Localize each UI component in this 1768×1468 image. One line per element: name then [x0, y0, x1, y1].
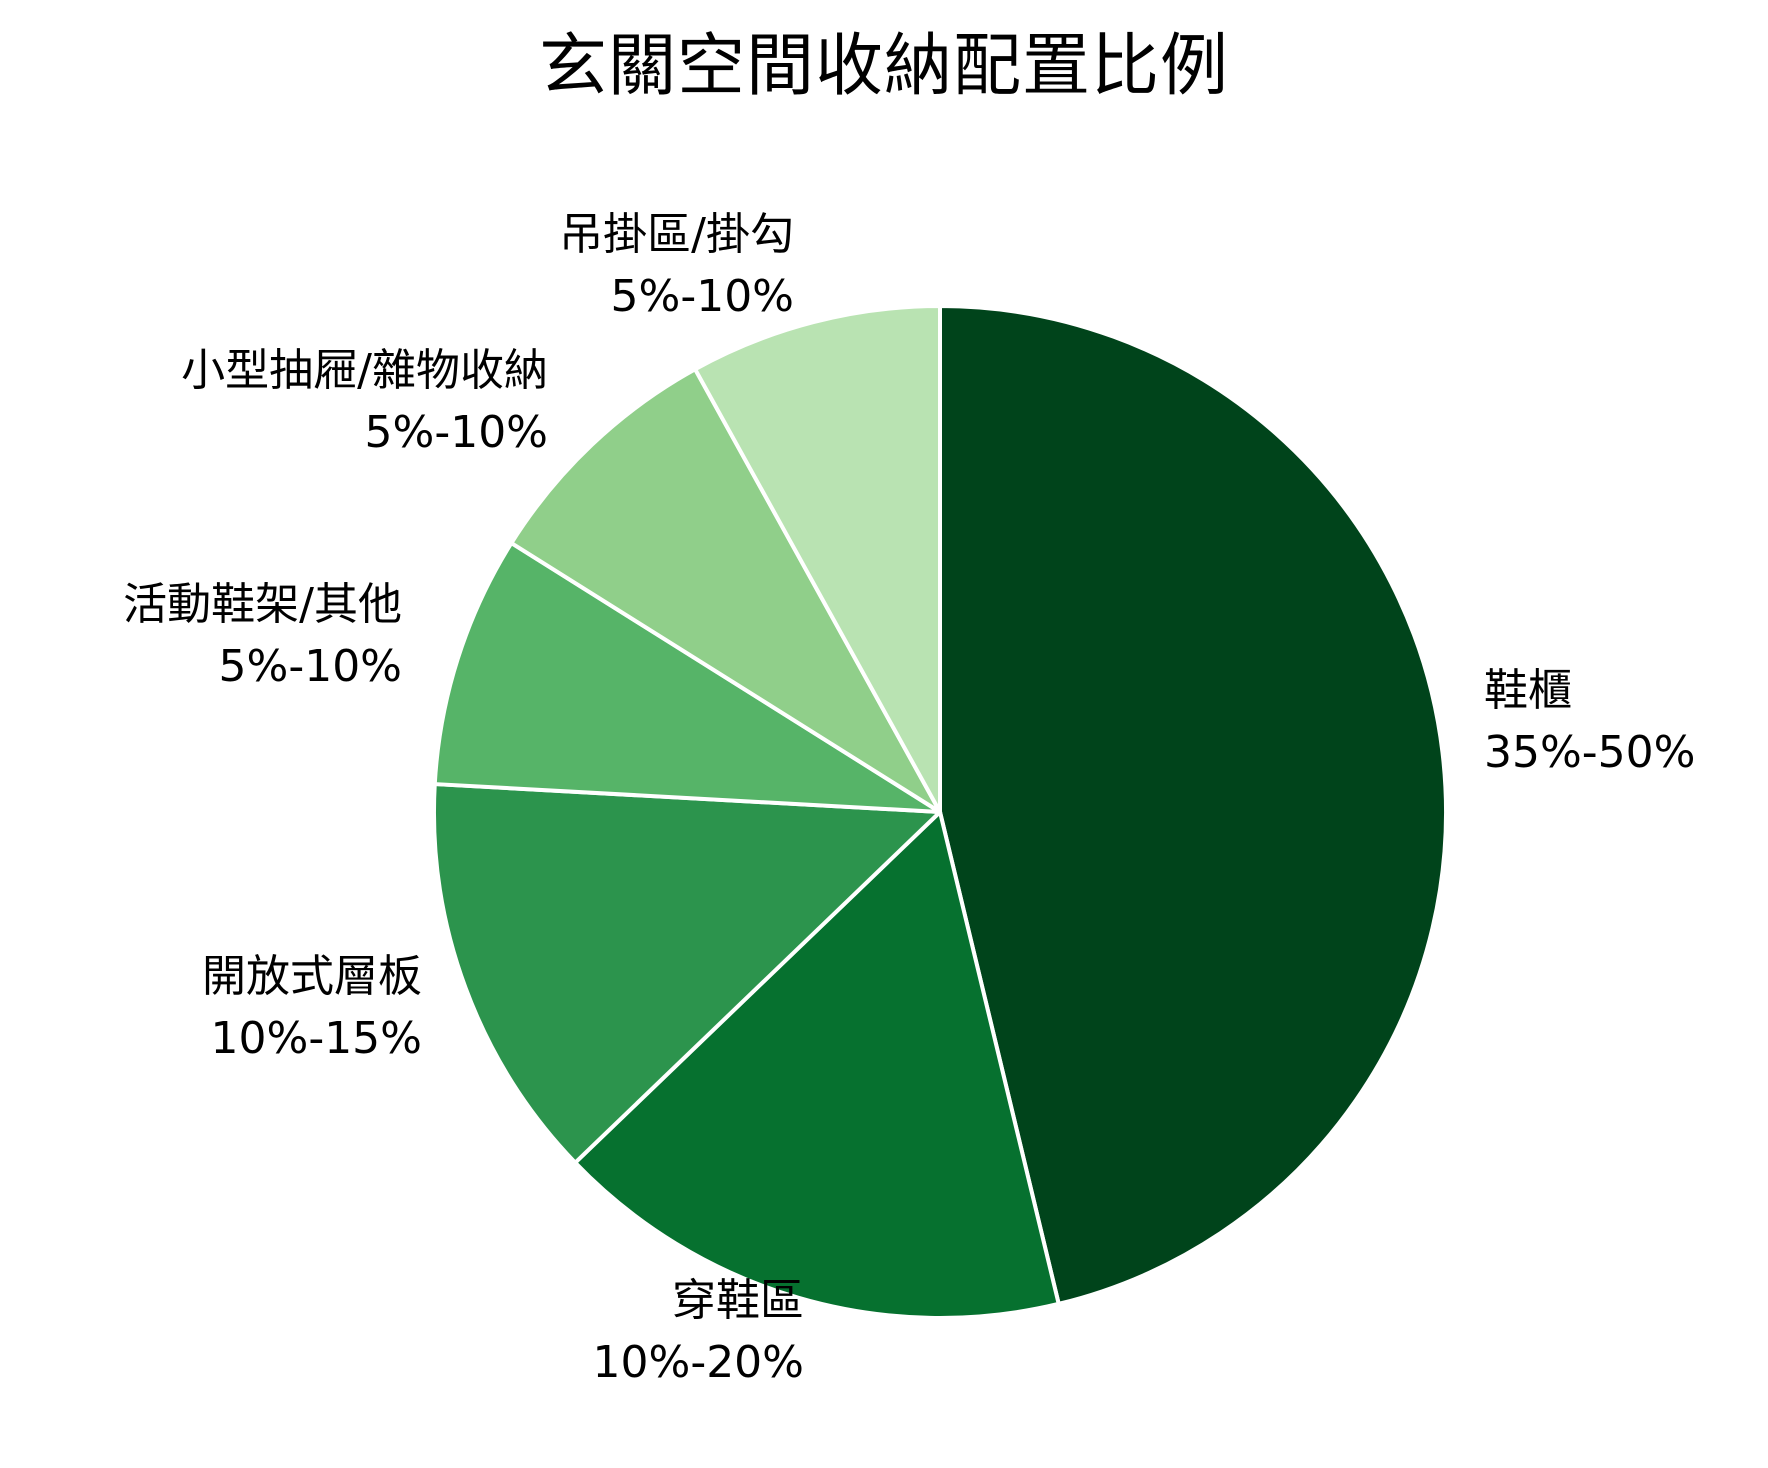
- label-movable-rack: 活動鞋架/其他 5%-10%: [123, 574, 402, 698]
- label-name: 小型抽屜/雜物收納: [181, 345, 548, 396]
- label-name: 穿鞋區: [672, 1275, 804, 1326]
- slice-movable-rack: [432, 541, 942, 814]
- slice-open-shelf: [432, 782, 942, 1165]
- slice-hanging-area: [693, 304, 942, 814]
- label-range: 5%-10%: [218, 641, 402, 692]
- label-name: 吊掛區/掛勾: [559, 209, 794, 260]
- label-range: 5%-10%: [610, 271, 794, 322]
- slice-small-drawer: [509, 367, 942, 814]
- label-range: 10%-20%: [592, 1337, 804, 1388]
- label-name: 活動鞋架/其他: [123, 579, 402, 630]
- chart-title: 玄關空間收納配置比例: [538, 27, 1229, 106]
- label-small-drawer: 小型抽屜/雜物收納 5%-10%: [181, 340, 548, 464]
- slice-shoe-cabinet: [938, 304, 1448, 1306]
- slice-wearing-area: [573, 810, 1061, 1320]
- label-name: 鞋櫃: [1484, 665, 1572, 716]
- label-range: 5%-10%: [364, 407, 548, 458]
- label-wearing-area: 穿鞋區 10%-20%: [593, 1270, 804, 1394]
- label-hanging-area: 吊掛區/掛勾 5%-10%: [559, 204, 794, 328]
- label-range: 10%-15%: [210, 1013, 422, 1064]
- label-open-shelf: 開放式層板 10%-15%: [202, 946, 422, 1070]
- label-range: 35%-50%: [1484, 727, 1696, 778]
- label-shoe-cabinet: 鞋櫃 35%-50%: [1484, 660, 1695, 784]
- pie-slices: [432, 304, 1448, 1320]
- label-name: 開放式層板: [202, 951, 422, 1002]
